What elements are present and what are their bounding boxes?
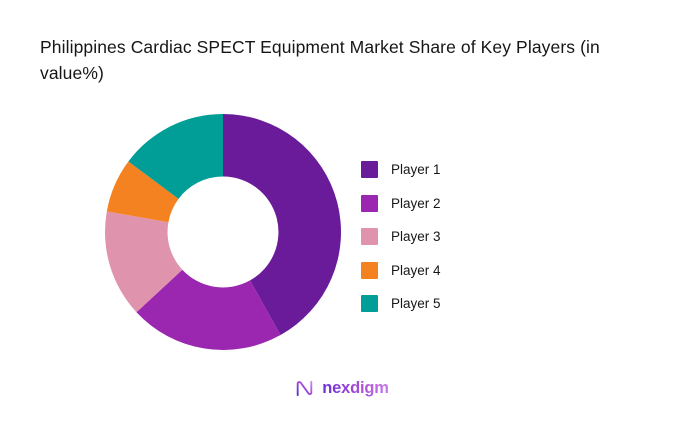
brand-logo: nexdigm bbox=[0, 378, 683, 399]
donut-slice[interactable] bbox=[105, 211, 183, 313]
chart-legend: Player 1 Player 2 Player 3 Player 4 Player 5 bbox=[361, 161, 441, 312]
legend-item-label: Player 3 bbox=[391, 229, 441, 244]
legend-color-swatch bbox=[361, 295, 378, 312]
legend-item[interactable]: Player 5 bbox=[361, 295, 441, 312]
legend-item[interactable]: Player 2 bbox=[361, 194, 441, 212]
legend-color-swatch bbox=[361, 161, 378, 178]
legend-color-swatch bbox=[361, 261, 378, 279]
donut-chart bbox=[105, 114, 341, 350]
nexdigm-n-mark-icon bbox=[297, 380, 313, 397]
donut-slice[interactable] bbox=[223, 114, 341, 336]
legend-color-swatch bbox=[361, 194, 378, 212]
donut-slice[interactable] bbox=[106, 161, 179, 223]
donut-slice-group bbox=[105, 114, 341, 350]
legend-item-label: Player 5 bbox=[391, 296, 441, 311]
donut-slice[interactable] bbox=[136, 269, 281, 350]
legend-item-label: Player 1 bbox=[391, 162, 441, 177]
legend-item[interactable]: Player 3 bbox=[361, 228, 441, 245]
legend-item[interactable]: Player 1 bbox=[361, 161, 441, 178]
donut-chart-svg bbox=[105, 114, 341, 350]
legend-color-swatch bbox=[361, 228, 378, 245]
page-title: Philippines Cardiac SPECT Equipment Mark… bbox=[40, 37, 600, 83]
donut-slice[interactable] bbox=[128, 114, 223, 199]
legend-item[interactable]: Player 4 bbox=[361, 261, 441, 279]
brand-logo-text: nexdigm bbox=[322, 379, 389, 397]
legend-item-label: Player 4 bbox=[391, 262, 441, 278]
legend-item-label: Player 2 bbox=[391, 195, 441, 211]
